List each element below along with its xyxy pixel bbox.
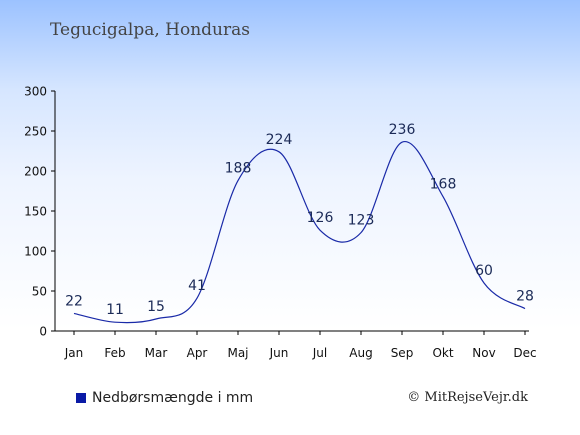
legend-marker	[76, 393, 86, 403]
data-label: 168	[430, 177, 457, 193]
data-label: 123	[348, 213, 375, 229]
x-tick-label: Feb	[104, 346, 125, 360]
x-tick-label: Okt	[432, 346, 453, 360]
x-tick-label: Sep	[391, 346, 414, 360]
data-label: 60	[475, 263, 493, 279]
y-tick-label: 300	[24, 85, 47, 99]
chart-title: Tegucigalpa, Honduras	[50, 20, 250, 40]
x-tick-label: Jan	[64, 346, 84, 360]
series-line	[73, 141, 526, 324]
data-label: 15	[147, 299, 165, 315]
data-label: 11	[106, 302, 124, 318]
x-tick-label: Maj	[227, 346, 248, 360]
x-tick-label: Apr	[187, 346, 208, 360]
data-label: 236	[389, 122, 416, 138]
copyright-text: © MitRejseVejr.dk	[407, 390, 528, 405]
data-label: 188	[225, 161, 252, 177]
data-label: 22	[65, 293, 83, 309]
legend-label: Nedbørsmængde i mm	[92, 390, 254, 406]
data-label: 41	[188, 278, 206, 294]
data-label: 224	[266, 132, 293, 148]
y-tick-label: 250	[24, 125, 47, 139]
x-tick-label: Nov	[472, 346, 495, 360]
x-tick-label: Aug	[349, 346, 372, 360]
y-tick-label: 200	[24, 165, 47, 179]
x-tick-label: Dec	[513, 346, 536, 360]
y-tick-label: 100	[24, 245, 47, 259]
x-tick-label: Jun	[269, 346, 289, 360]
y-tick-label: 0	[39, 325, 47, 339]
data-label: 28	[516, 289, 534, 305]
y-tick-label: 50	[32, 285, 47, 299]
legend: Nedbørsmængde i mm	[76, 390, 253, 406]
data-label: 126	[307, 210, 334, 226]
y-tick-label: 150	[24, 205, 47, 219]
x-tick-label: Jul	[312, 346, 327, 360]
x-tick-label: Mar	[145, 346, 168, 360]
